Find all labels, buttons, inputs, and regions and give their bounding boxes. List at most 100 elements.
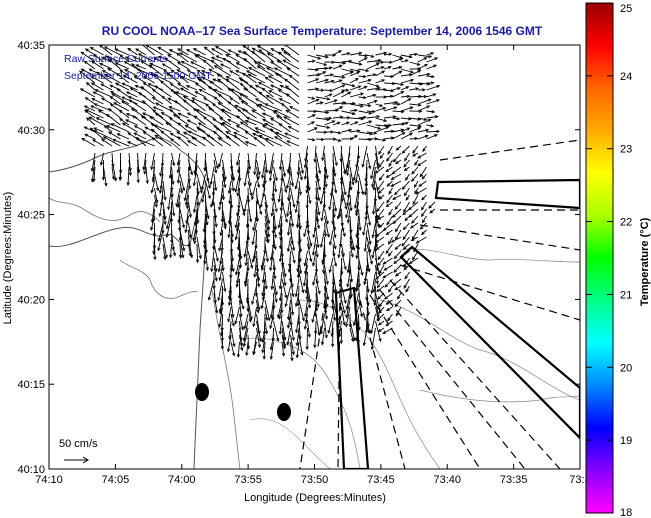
current-vector-head [285,93,290,97]
current-vector-head [345,314,349,319]
current-vector [377,292,385,300]
current-vector-head [358,227,362,232]
current-vector [170,69,181,77]
current-vector-head [378,151,382,155]
current-vector-head [303,233,307,238]
current-vector [84,126,96,133]
current-vector [378,327,385,332]
current-vector [356,243,359,259]
current-vector [355,320,359,341]
current-vector [371,243,376,258]
current-vector-head [361,164,365,168]
current-vector [261,292,266,309]
current-vector [115,48,130,56]
current-vector-head [323,233,328,238]
current-vector-head [422,88,426,92]
current-vector [285,85,300,98]
current-vector [286,194,291,217]
current-vector [349,194,352,211]
current-vector [403,222,410,230]
current-vector [307,138,315,141]
current-vector [228,180,232,194]
current-vector-head [364,57,368,61]
current-vector [375,152,379,170]
current-vector-head [227,190,232,195]
current-vector-head [167,54,171,58]
current-vector-head [419,173,424,178]
current-vector-head [210,56,215,60]
current-vector [257,61,274,70]
current-vector-head [360,191,365,196]
current-vector-head [326,97,331,101]
current-vector [315,278,321,294]
current-vector-head [371,211,376,215]
current-vector [247,334,250,349]
current-vector-head [315,78,320,82]
current-vector [416,236,427,244]
current-vector-head [243,253,247,258]
current-vector-head [326,117,331,122]
current-vector [271,271,274,290]
current-vector [115,62,130,70]
current-vector [386,215,393,225]
current-vector-head [284,294,288,299]
current-vector-head [213,124,217,129]
current-vector-head [157,46,162,51]
current-vector [417,64,428,70]
current-vector-head [153,74,157,77]
current-vector [332,215,336,231]
current-vector [349,78,359,84]
current-vector [160,80,172,91]
current-vector-head [372,93,377,98]
current-vector [375,79,385,84]
current-vector-head [286,248,291,253]
current-vector-head [231,187,235,192]
current-vector-head [403,192,408,197]
current-vector [349,236,354,250]
current-vector [247,250,253,269]
current-vector [281,278,287,298]
current-vector-head [114,82,119,86]
current-vector [104,73,121,84]
current-vector [84,109,96,119]
current-vector [387,145,393,155]
current-vector [332,306,336,321]
current-vector [213,264,218,281]
current-vector-head [198,88,203,93]
colorbar-tick-label: 24 [620,71,632,83]
current-vector [378,264,385,274]
current-vector-head [311,138,316,142]
current-vector-head [346,269,350,274]
current-vector-head [302,282,307,287]
current-vector [315,215,320,229]
current-vector-head [376,208,380,213]
current-vector [355,292,359,309]
current-vector [402,208,410,216]
current-vector [278,51,291,63]
current-vector [382,327,393,334]
current-vector [151,180,155,193]
current-vector [204,229,206,249]
current-vector-head [172,212,176,217]
current-vector [222,208,227,227]
current-vector [247,306,252,322]
current-vector-head [270,118,274,122]
current-vector [366,110,376,113]
current-vector-head [248,84,253,89]
current-vector-head [255,218,259,223]
current-vector-head [298,191,302,196]
current-vector-head [356,339,360,344]
current-vector-head [264,330,269,335]
current-vector-head [268,170,272,175]
current-vector [273,264,276,279]
current-vector [270,341,274,360]
current-vector [133,132,147,140]
current-vector [93,91,104,98]
current-vector-head [150,189,154,194]
current-vector-head [385,250,389,255]
current-vector [208,278,215,301]
current-vector-head [202,59,207,63]
current-vector-head [410,78,415,82]
current-vector [386,306,393,311]
colorbar-tick-label: 20 [620,362,632,374]
